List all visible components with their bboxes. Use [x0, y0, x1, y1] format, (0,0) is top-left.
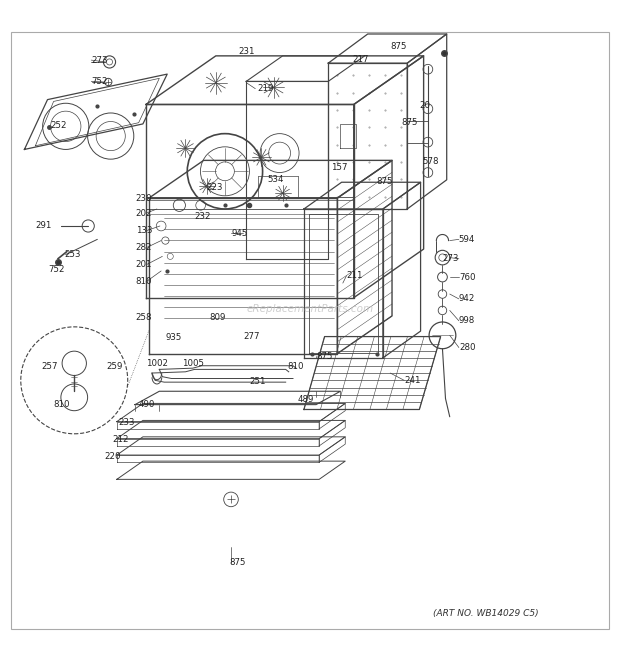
Text: 273: 273 [91, 56, 108, 65]
Text: 809: 809 [210, 313, 226, 322]
Text: 217: 217 [353, 55, 369, 64]
Text: (ART NO. WB14029 C5): (ART NO. WB14029 C5) [433, 609, 539, 617]
Text: 945: 945 [231, 229, 247, 238]
Text: 875: 875 [316, 352, 332, 360]
Text: 810: 810 [53, 400, 70, 409]
Text: 490: 490 [139, 400, 155, 409]
Text: 258: 258 [136, 313, 152, 322]
Text: 875: 875 [377, 177, 393, 186]
Text: 231: 231 [238, 46, 254, 56]
Text: 594: 594 [459, 235, 476, 244]
Text: eReplacementParts.com: eReplacementParts.com [246, 304, 374, 314]
Text: 220: 220 [105, 451, 121, 461]
Text: 277: 277 [243, 332, 260, 341]
Text: 875: 875 [401, 118, 418, 127]
Text: 875: 875 [230, 558, 246, 567]
Text: 230: 230 [136, 194, 152, 202]
Text: 875: 875 [390, 42, 407, 51]
Text: 534: 534 [267, 175, 284, 184]
Text: 233: 233 [118, 418, 135, 428]
Text: 201: 201 [136, 260, 152, 270]
Text: 211: 211 [347, 271, 363, 280]
Text: 259: 259 [107, 362, 123, 371]
Text: 251: 251 [249, 377, 266, 386]
Text: 760: 760 [459, 272, 476, 282]
Text: 935: 935 [166, 333, 182, 342]
Text: 20: 20 [419, 101, 430, 110]
Text: 1002: 1002 [146, 359, 168, 368]
Text: 202: 202 [136, 209, 152, 217]
Text: 241: 241 [404, 376, 421, 385]
Text: 810: 810 [287, 362, 303, 371]
Text: 291: 291 [35, 221, 51, 231]
Text: 282: 282 [136, 243, 152, 253]
Text: 133: 133 [136, 226, 152, 235]
Text: 489: 489 [298, 395, 314, 405]
Text: 752: 752 [91, 77, 108, 86]
Text: 578: 578 [422, 157, 439, 166]
Text: 273: 273 [443, 254, 459, 263]
Text: 157: 157 [331, 163, 348, 172]
Text: 253: 253 [64, 250, 81, 259]
Text: 223: 223 [206, 183, 223, 192]
Text: 257: 257 [42, 362, 58, 371]
Text: 1005: 1005 [182, 359, 205, 368]
Text: 219: 219 [257, 84, 273, 93]
Text: 810: 810 [136, 278, 152, 286]
Text: 942: 942 [459, 294, 476, 303]
Text: 232: 232 [195, 212, 211, 221]
Text: 998: 998 [459, 316, 475, 325]
Text: 252: 252 [50, 120, 66, 130]
Text: 280: 280 [459, 343, 476, 352]
Text: 752: 752 [49, 265, 65, 274]
Text: 212: 212 [112, 436, 129, 444]
